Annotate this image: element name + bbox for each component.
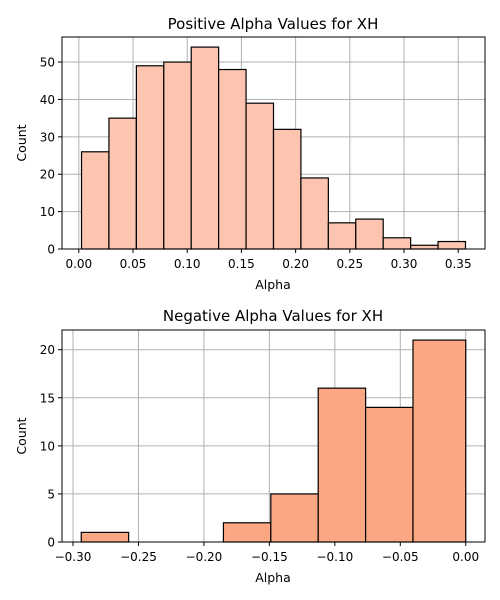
x-tick-label: −0.25 xyxy=(120,550,157,564)
negative-alpha-histogram: Negative Alpha Values for XH Alpha Count… xyxy=(14,307,486,585)
x-tick-label: 0.25 xyxy=(336,257,363,271)
histogram-bar xyxy=(272,128,302,250)
chart-title: Negative Alpha Values for XH xyxy=(163,307,383,325)
histogram-bar xyxy=(222,522,272,543)
histogram-bar xyxy=(410,244,439,250)
x-tick-label: −0.30 xyxy=(55,550,92,564)
histogram-bar xyxy=(355,218,384,250)
histogram-bar xyxy=(218,68,247,250)
histogram-bar xyxy=(80,151,110,250)
x-tick-label: 0.00 xyxy=(452,550,479,564)
plot-frame xyxy=(61,36,486,250)
y-tick-label: 30 xyxy=(40,130,55,144)
y-tick-label: 40 xyxy=(40,93,55,107)
histogram-bar xyxy=(327,222,357,250)
chart-title: Positive Alpha Values for XH xyxy=(168,15,379,33)
y-tick-label: 20 xyxy=(40,168,55,182)
histogram-bar xyxy=(190,46,220,250)
histogram-bar xyxy=(365,406,414,543)
histogram-bar xyxy=(270,493,319,543)
x-tick-label: 0.05 xyxy=(120,257,147,271)
x-tick-label: 0.20 xyxy=(282,257,309,271)
histogram-bar xyxy=(317,387,367,543)
x-axis-label: Alpha xyxy=(255,570,291,585)
x-tick-label: 0.00 xyxy=(65,257,92,271)
x-tick-label: −0.15 xyxy=(251,550,288,564)
x-tick-label: 0.35 xyxy=(445,257,472,271)
ticks: 0.00 0.05 0.10 0.15 0.20 0.25 0.30 0.35 0 10 20 30 4… xyxy=(40,56,472,271)
histogram-bar xyxy=(80,531,130,543)
histogram-bar xyxy=(135,65,165,250)
y-axis-label: Count xyxy=(14,124,29,161)
histogram-bar xyxy=(108,117,137,250)
y-tick-label: 0 xyxy=(47,536,55,550)
histogram-bar xyxy=(437,240,467,250)
plot-frame xyxy=(61,329,486,543)
histogram-bar xyxy=(382,237,412,250)
y-tick-label: 15 xyxy=(40,391,55,405)
bars xyxy=(80,339,467,543)
x-tick-label: −0.10 xyxy=(316,550,353,564)
y-tick-label: 5 xyxy=(47,487,55,501)
histogram-bar xyxy=(163,61,192,250)
histogram-bar xyxy=(412,339,467,543)
y-tick-label: 10 xyxy=(40,439,55,453)
y-tick-label: 50 xyxy=(40,56,55,70)
y-axis-label: Count xyxy=(14,417,29,454)
bars xyxy=(80,46,467,250)
x-tick-label: −0.20 xyxy=(186,550,223,564)
x-tick-label: 0.30 xyxy=(391,257,418,271)
x-tick-label: −0.05 xyxy=(382,550,419,564)
ticks: −0.30 −0.25 −0.20 −0.15 −0.10 −0.05 0.00 0 5 10 15… xyxy=(40,343,479,564)
y-tick-label: 20 xyxy=(40,343,55,357)
y-tick-label: 10 xyxy=(40,205,55,219)
positive-alpha-histogram: Positive Alpha Values for XH Alpha Count… xyxy=(14,15,486,292)
x-tick-label: 0.15 xyxy=(228,257,255,271)
histogram-bar xyxy=(300,177,329,250)
x-tick-label: 0.10 xyxy=(174,257,201,271)
histogram-bar xyxy=(245,102,275,250)
x-axis-label: Alpha xyxy=(255,277,291,292)
y-tick-label: 0 xyxy=(47,243,55,257)
